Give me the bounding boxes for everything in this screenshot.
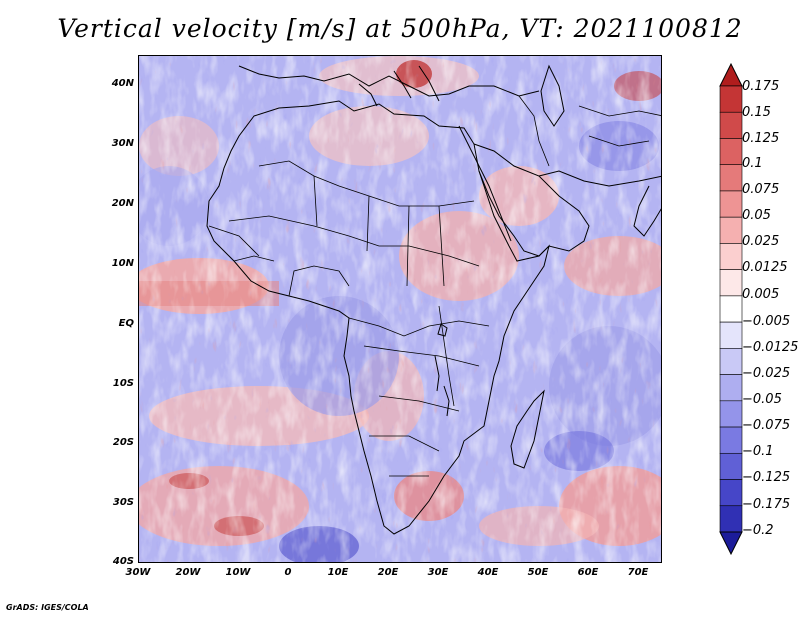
colorbar-label: −0.025: [742, 366, 791, 381]
lat-label-30s: 30S: [112, 497, 134, 508]
lakes: [434, 323, 450, 417]
lon-label-0: 0: [284, 567, 292, 578]
colorbar-label: 0.1: [742, 156, 763, 171]
colorbar-swatch: [719, 426, 743, 454]
colorbar-label: 0.125: [742, 131, 780, 146]
colorbar-swatch: [719, 190, 743, 218]
velocity-field-map: [139, 56, 661, 562]
colorbar-label: −0.005: [742, 314, 791, 329]
colorbar-label: 0.15: [742, 105, 771, 120]
lon-label-20e: 20E: [377, 567, 399, 578]
colorbar-swatch: [719, 164, 743, 192]
lat-label-40n: 40N: [111, 78, 134, 89]
colorbar-label: 0.075: [742, 182, 780, 197]
colorbar-swatch: [719, 243, 743, 270]
colorbar-label: 0.005: [742, 287, 780, 302]
map-plot-area: [138, 55, 662, 563]
colorbar-label: −0.2: [742, 523, 774, 538]
colorbar-swatch: [719, 374, 743, 402]
colorbar-swatch: [719, 321, 743, 349]
map-title: Vertical velocity [m/s] at 500hPa, VT: 2…: [57, 14, 743, 43]
field-texture-blue: [139, 56, 661, 562]
lon-label-70e: 70E: [627, 567, 649, 578]
lat-label-10s: 10S: [112, 378, 134, 389]
country-borders: [208, 95, 661, 477]
colorbar-swatch: [719, 400, 743, 428]
lon-label-60e: 60E: [577, 567, 599, 578]
colorbar-label: −0.05: [742, 392, 782, 407]
lat-label-30n: 30N: [111, 138, 134, 149]
lon-label-10e: 10E: [327, 567, 349, 578]
colorbar-swatch: [719, 111, 743, 139]
colorbar-bottom-triangle: [719, 531, 743, 556]
colorbar-swatch: [719, 295, 743, 323]
lon-label-30w: 30W: [125, 567, 151, 578]
lon-label-20w: 20W: [175, 567, 201, 578]
colorbar-label: −0.175: [742, 497, 791, 512]
colorbar-label: −0.075: [742, 418, 791, 433]
colorbar-swatch: [719, 348, 743, 375]
lat-label-20n: 20N: [111, 198, 134, 209]
lat-label-20s: 20S: [112, 437, 134, 448]
colorbar-swatch: [719, 85, 743, 113]
colorbar-label: −0.1: [742, 444, 774, 459]
colorbar-label: 0.025: [742, 234, 780, 249]
credit-text: GrADS: IGES/COLA: [6, 603, 89, 612]
colorbar-label: 0.05: [742, 208, 771, 223]
colorbar-label: 0.0125: [742, 260, 788, 275]
lon-label-30e: 30E: [427, 567, 449, 578]
lon-label-40e: 40E: [477, 567, 499, 578]
colorbar-swatch: [719, 216, 743, 244]
lat-label-eq: EQ: [118, 318, 134, 329]
colorbar-top-triangle: [719, 62, 743, 87]
colorbar-swatch: [719, 452, 743, 480]
colorbar: [719, 62, 743, 556]
colorbar-swatch: [719, 505, 743, 533]
colorbar-label: −0.0125: [742, 340, 799, 355]
colorbar-swatch: [719, 138, 743, 166]
coastlines: [206, 64, 661, 535]
colorbar-label: 0.175: [742, 79, 780, 94]
lon-label-50e: 50E: [527, 567, 549, 578]
colorbar-swatch: [719, 269, 743, 297]
lon-label-10w: 10W: [225, 567, 251, 578]
lat-label-40s: 40S: [112, 556, 134, 567]
lat-label-10n: 10N: [111, 258, 134, 269]
colorbar-label: −0.125: [742, 470, 791, 485]
colorbar-swatch: [719, 479, 743, 507]
